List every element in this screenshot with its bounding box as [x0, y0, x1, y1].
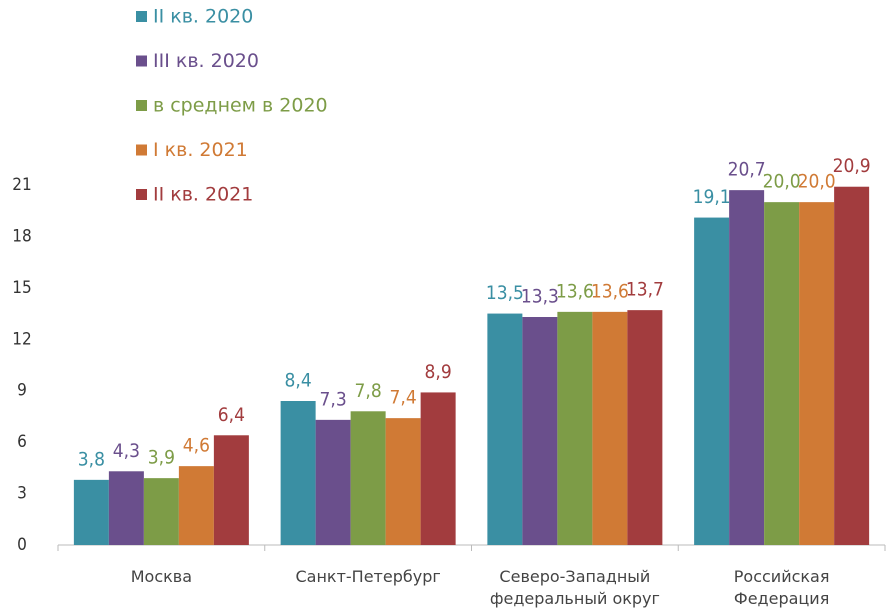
y-tick-label: 21: [12, 175, 31, 195]
data-label: 7,4: [390, 387, 417, 409]
legend-swatch: [136, 100, 147, 111]
data-label: 13,3: [521, 286, 559, 308]
data-label: 3,9: [148, 447, 175, 469]
bar: [627, 310, 663, 545]
bar: [592, 311, 628, 545]
legend-swatch: [136, 189, 147, 200]
y-tick-label: 9: [17, 381, 27, 401]
bar: [280, 401, 316, 545]
bar: [694, 217, 730, 546]
x-tick-label: Российская Федерация: [734, 567, 830, 608]
data-label: 7,3: [320, 388, 347, 410]
bar: [385, 418, 421, 545]
data-label: 13,6: [591, 280, 629, 302]
x-tick-label-line: Санкт-Петербург: [295, 567, 440, 586]
legend-label: в среднем в 2020: [153, 95, 328, 117]
x-tick-label-line: Федерация: [734, 589, 829, 608]
legend-label: II кв. 2021: [153, 184, 253, 206]
data-label: 4,6: [183, 435, 210, 457]
y-tick-label: 3: [17, 484, 27, 504]
legend-label: III кв. 2020: [153, 50, 259, 72]
data-label: 20,7: [728, 159, 766, 181]
bar: [108, 471, 144, 545]
bar: [799, 202, 835, 545]
data-label: 8,4: [285, 370, 312, 392]
legend-label: II кв. 2020: [153, 6, 253, 28]
y-tick-label: 6: [17, 432, 27, 452]
data-label: 7,8: [355, 380, 382, 402]
bar: [73, 479, 109, 545]
x-tick-label: Москва: [131, 567, 192, 586]
bar: [420, 392, 456, 545]
legend-label: I кв. 2021: [153, 139, 248, 161]
y-tick-label: 18: [12, 226, 31, 246]
x-tick-label: Северо-Западный федеральный округ: [490, 567, 660, 608]
bar: [178, 466, 214, 545]
x-tick-label-line: Москва: [131, 567, 192, 586]
bar: [522, 317, 558, 545]
bar: [557, 311, 593, 545]
y-tick-label: 15: [12, 278, 31, 298]
data-label: 19,1: [693, 186, 731, 208]
x-tick-label-line: федеральный округ: [490, 589, 660, 608]
legend-swatch: [136, 55, 147, 67]
y-tick-label: 12: [12, 329, 31, 349]
bar: [764, 202, 800, 545]
y-tick-label: 0: [17, 535, 27, 555]
bar: [729, 190, 765, 545]
legend-swatch: [136, 11, 147, 22]
bar: [350, 411, 386, 545]
data-label: 13,5: [486, 282, 524, 304]
bar: [834, 186, 870, 545]
x-tick-label-line: Российская: [734, 567, 830, 586]
bar: [213, 435, 249, 545]
data-label: 4,3: [113, 440, 140, 462]
data-label: 6,4: [218, 404, 245, 426]
data-label: 13,6: [556, 280, 594, 302]
bar: [315, 419, 351, 545]
legend-swatch: [136, 144, 147, 156]
data-label: 20,0: [798, 171, 836, 193]
data-label: 20,9: [833, 155, 871, 177]
bar: [143, 478, 179, 545]
x-tick-label: Санкт-Петербург: [295, 567, 440, 586]
data-label: 8,9: [425, 361, 452, 383]
bar: [487, 313, 523, 545]
data-label: 20,0: [763, 171, 801, 193]
data-label: 3,8: [78, 448, 105, 470]
x-tick-label-line: Северо-Западный: [499, 567, 650, 586]
data-label: 13,7: [626, 279, 664, 301]
